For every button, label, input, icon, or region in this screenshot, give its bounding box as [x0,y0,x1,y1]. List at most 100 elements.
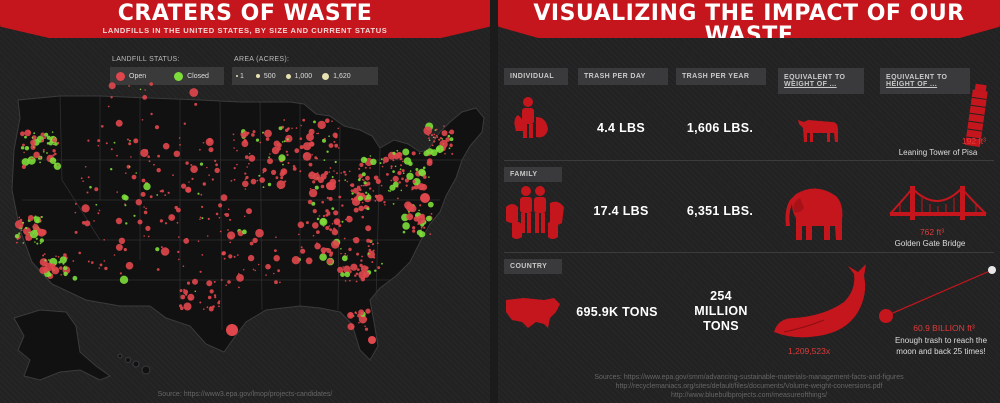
landfill-dot [326,150,329,153]
landfill-dot [360,184,363,187]
landfill-dot [223,257,226,260]
landfill-dot [400,164,402,167]
landfill-dot [428,176,430,178]
landfill-dot [374,194,378,198]
landfill-dot [65,265,67,268]
landfill-dot [415,168,419,171]
landfill-dot [347,323,355,331]
landfill-dot [156,268,160,271]
landfill-dot [402,222,410,230]
landfill-dot [305,221,309,225]
landfill-dot [316,230,320,235]
landfill-dot [95,203,98,206]
landfill-dot [255,138,260,142]
landfill-dot [48,141,53,146]
landfill-dot [350,183,355,188]
landfill-dot [214,159,217,162]
moon-label-line2: moon and back 25 times! [896,347,986,356]
landfill-dot [118,237,126,244]
landfill-dot [427,201,434,208]
landfill-dot [312,222,319,229]
area-legend: 1 500 1,000 1,620 [232,67,378,85]
landfill-dot [202,142,205,144]
landfill-dot [380,158,383,161]
landfill-dot [355,272,359,276]
landfill-dot [291,256,301,265]
landfill-dot [287,162,290,164]
legend-open-label: Open [129,72,147,80]
us-map-icon [506,298,560,328]
landfill-dot [157,154,161,158]
landfill-dot [392,151,396,155]
landfill-dot [420,226,423,229]
landfill-dot [325,118,330,123]
landfill-dot [291,127,293,130]
landfill-dot [271,146,280,155]
landfill-dot [187,293,195,301]
header-per-day: TRASH PER DAY [578,68,668,85]
landfill-dot [286,138,289,141]
landfill-dot [316,242,318,244]
landfill-map-panel: CRATERS OF WASTE LANDFILLS IN THE UNITED… [0,0,490,403]
landfill-dot [343,265,351,274]
landfill-dot [333,140,336,143]
landfill-dot [127,138,129,141]
landfill-dot [319,253,327,261]
landfill-dot [264,129,272,138]
landfill-dot [287,127,290,130]
landfill-dot [302,152,312,161]
landfill-dot [434,136,437,139]
landfill-dot [57,164,59,167]
landfill-dot [140,191,146,197]
landfill-dot [337,127,340,130]
landfill-dot [255,228,264,238]
landfill-dot [344,218,347,221]
landfill-dot [81,204,90,213]
landfill-dot [317,120,326,130]
landfill-dot [228,254,233,259]
landfill-dot [314,243,321,250]
landfill-dot [44,132,49,137]
landfill-dot [389,190,392,192]
landfill-dot [201,205,204,208]
landfill-dot [368,336,376,344]
landfill-dot [185,161,189,165]
landfill-dot [433,140,436,143]
landfill-dot [25,226,28,230]
landfill-dot [244,178,247,180]
country-per-year-line1: 254 [710,289,732,303]
landfill-dot [214,167,220,174]
row-divider [504,252,994,253]
landfill-dot [245,175,249,180]
landfill-dot [365,175,370,181]
landfill-dot [355,240,358,243]
landfill-dot [252,130,256,134]
map-source: Source: https://www3.epa.gov/lmop/projec… [157,391,333,398]
landfill-dot [208,147,214,153]
landfill-dot [179,304,183,308]
landfill-dot [16,238,19,241]
header-weight-line1: EQUIVALENT TO [784,74,846,81]
landfill-dot [54,152,57,156]
landfill-dot [375,178,381,184]
landfill-dot [33,151,40,159]
landfill-dot [351,192,354,195]
landfill-dot [379,162,382,165]
landfill-dot [91,261,94,264]
landfill-dot [236,149,238,152]
landfill-dot [328,135,330,137]
landfill-dot [365,318,368,320]
landfill-dot [150,112,153,116]
landfill-dot [167,191,170,194]
landfill-dot [49,157,57,164]
header-height-line1: EQUIVALENT TO [886,74,948,81]
landfill-dot [145,225,151,231]
source-line-2: http://recyclemaniacs.org/sites/default/… [615,383,883,390]
landfill-dot [173,150,180,157]
landfill-dot [358,167,361,170]
landfill-dot [365,225,372,232]
landfill-dot [42,149,45,151]
landfill-dot [164,222,168,225]
landfill-dot [390,179,393,182]
landfill-dot [300,246,303,249]
